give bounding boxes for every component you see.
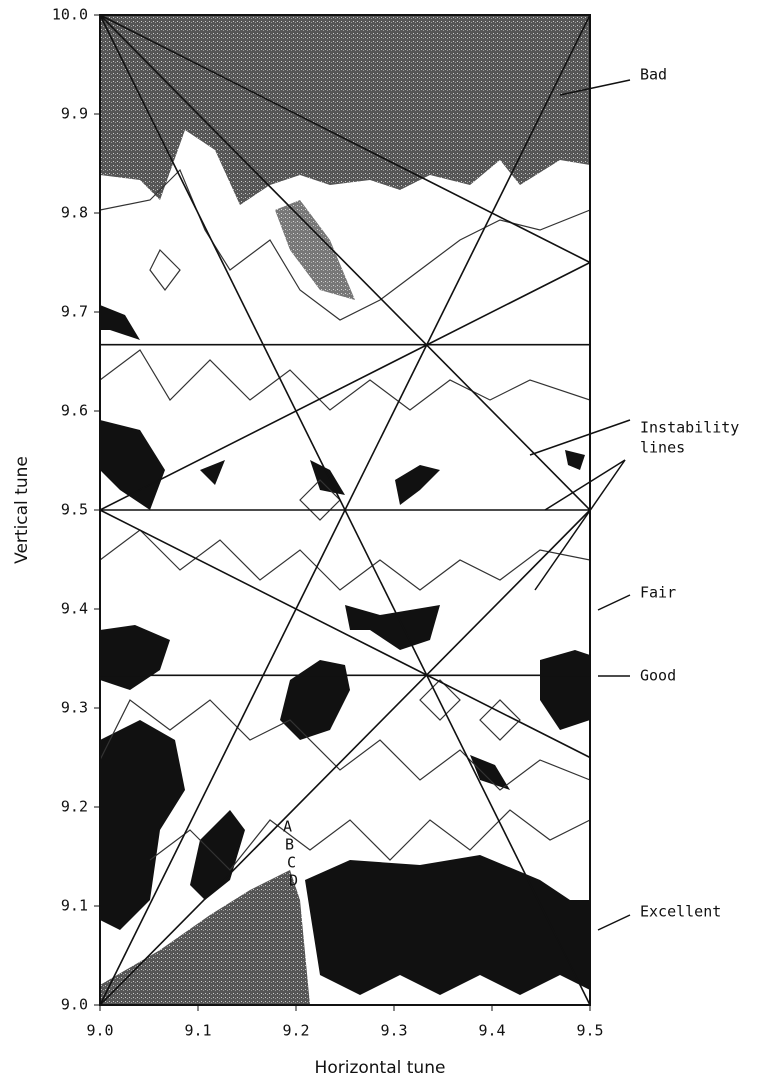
y-tick-label: 9.2 (61, 798, 88, 816)
x-tick-label: 9.4 (478, 1022, 505, 1040)
annotation-arrows (530, 80, 630, 930)
y-tick-label: 9.8 (61, 204, 88, 222)
y-tick-label: 9.4 (61, 600, 88, 618)
y-tick-label: 9.7 (61, 303, 88, 321)
annotation: Excellent (640, 903, 721, 921)
annotation: Good (640, 667, 676, 685)
annotation: Bad (640, 66, 667, 84)
annotation: Fair (640, 584, 676, 602)
y-tick-label: 9.5 (61, 501, 88, 519)
x-tick-label: 9.0 (86, 1022, 113, 1040)
y-tick-label: 9.9 (61, 105, 88, 123)
x-tick-label: 9.1 (184, 1022, 211, 1040)
x-tick-label: 9.2 (282, 1022, 309, 1040)
annotation: lines (640, 439, 685, 457)
y-tick-label: 10.0 (52, 6, 88, 24)
y-axis-label: Vertical tune (12, 456, 32, 564)
chart: Horizontal tune Vertical tune Bad Instab… (0, 0, 761, 1083)
annotation: C (287, 854, 296, 872)
x-tick-label: 9.3 (380, 1022, 407, 1040)
annotations: Bad Instability lines Fair Good Excellen… (283, 66, 739, 921)
y-tick-label: 9.1 (61, 897, 88, 915)
y-tick-label: 9.0 (61, 996, 88, 1014)
instability-line (100, 510, 590, 758)
x-tick-label: 9.5 (576, 1022, 603, 1040)
y-tick-label: 9.3 (61, 699, 88, 717)
x-axis-label: Horizontal tune (315, 1058, 446, 1078)
annotation: Instability (640, 419, 739, 437)
annotation: D (289, 872, 298, 890)
annotation: B (285, 836, 294, 854)
y-tick-label: 9.6 (61, 402, 88, 420)
annotation: A (283, 818, 292, 836)
